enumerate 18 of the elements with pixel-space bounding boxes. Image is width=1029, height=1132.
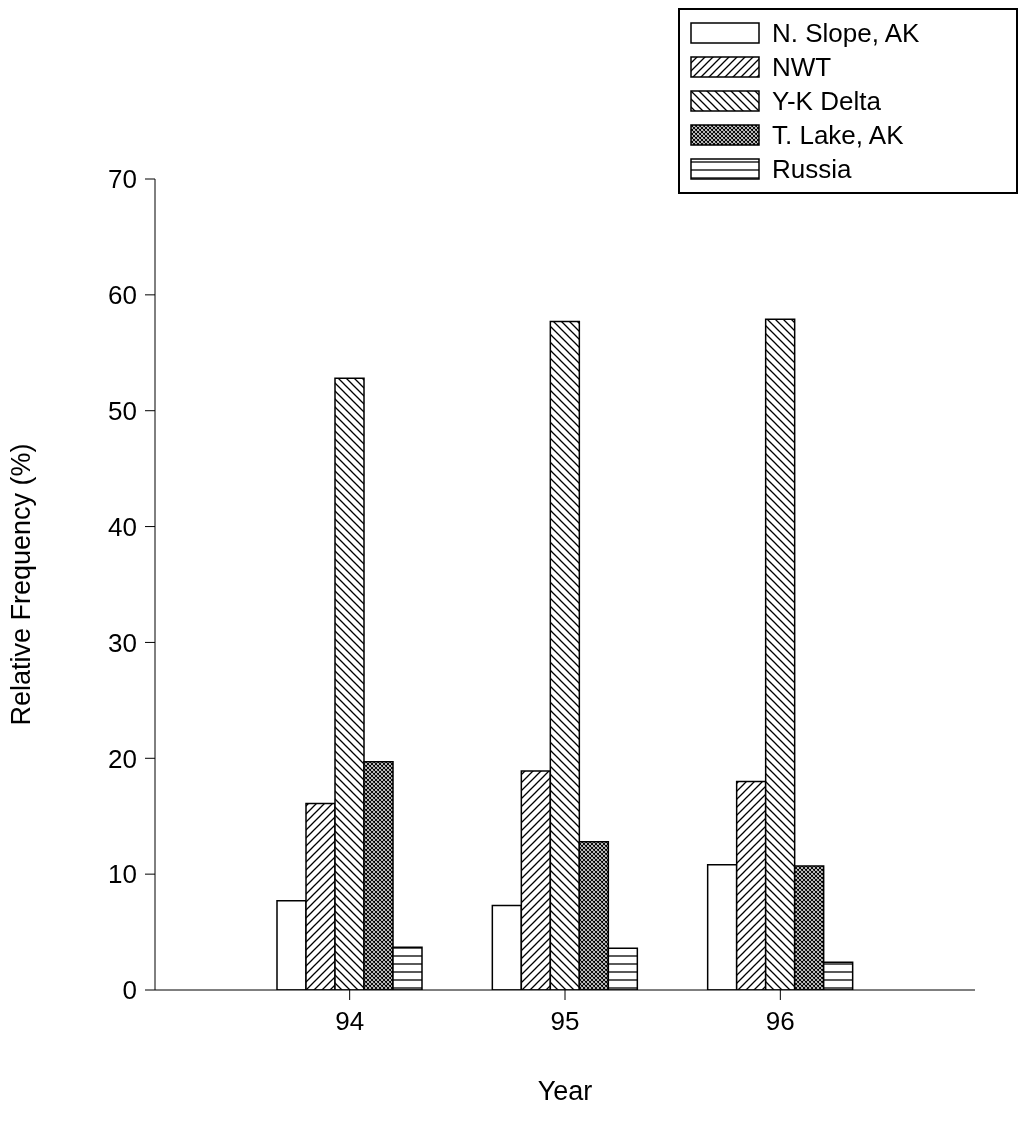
x-tick-label: 94	[335, 1006, 365, 1037]
legend-label: T. Lake, AK	[772, 119, 904, 151]
y-tick-label: 0	[122, 975, 137, 1006]
y-tick-label: 50	[108, 395, 137, 426]
y-tick-label: 10	[108, 859, 137, 890]
x-tick-label: 96	[765, 1006, 795, 1037]
y-axis-title: Relative Frequency (%)	[5, 443, 36, 726]
legend-label: Y-K Delta	[772, 85, 881, 117]
y-tick-label: 60	[108, 280, 137, 311]
x-tick-label: 95	[550, 1006, 580, 1037]
y-tick-label: 70	[108, 164, 137, 195]
y-tick-label: 20	[108, 743, 137, 774]
legend-label: N. Slope, AK	[772, 17, 920, 49]
x-axis-title: Year	[537, 1076, 593, 1106]
y-tick-label: 40	[108, 511, 137, 542]
y-tick-label: 30	[108, 627, 137, 658]
legend-label: NWT	[772, 51, 832, 83]
legend-label: Russia	[772, 153, 852, 185]
